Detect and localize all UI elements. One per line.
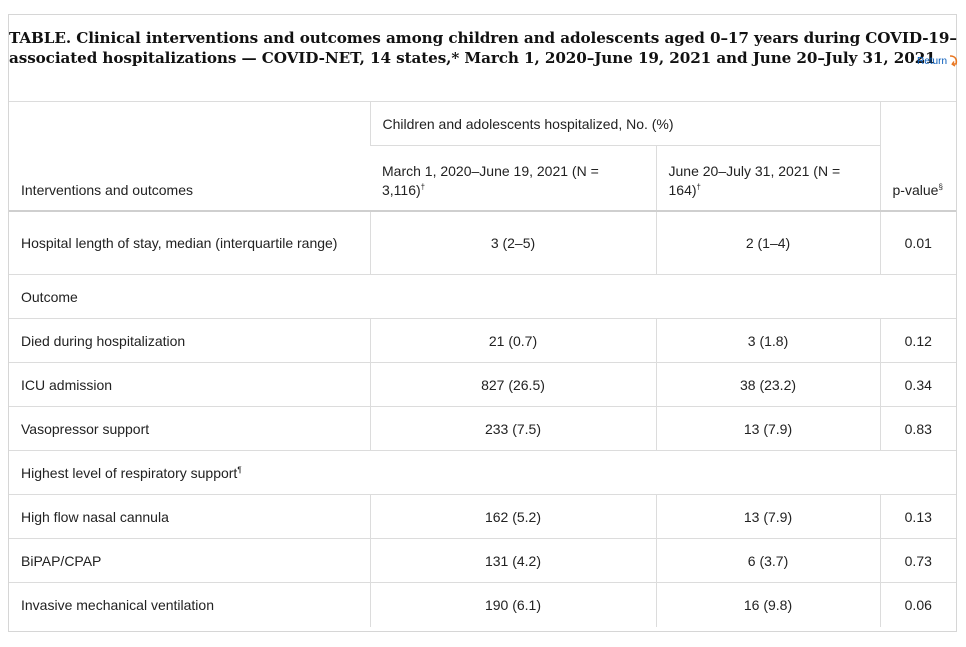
caption-line-2: associated hospitalizations — COVID-NET,… (9, 49, 936, 67)
row-pvalue: 0.83 (879, 406, 957, 451)
row-label: ICU admission (9, 362, 370, 407)
row-pvalue: 0.34 (879, 362, 957, 407)
section-row: Highest level of respiratory support¶ (9, 450, 957, 495)
row-pvalue: 0.01 (879, 209, 957, 275)
table-caption: TABLE. Clinical interventions and outcom… (9, 28, 957, 68)
row-value-period-2: 13 (7.9) (655, 406, 881, 451)
header-period-1: March 1, 2020–June 19, 2021 (N = 3,116)† (370, 145, 656, 211)
return-label[interactable]: Return (917, 55, 948, 67)
table-row: BiPAP/CPAP 131 (4.2) 6 (3.7) 0.73 (9, 538, 957, 583)
row-value-period-1: 3 (2–5) (369, 209, 656, 275)
row-label: Hospital length of stay, median (interqu… (9, 209, 370, 275)
header-period-1-footnote: † (420, 181, 426, 191)
row-pvalue: 0.06 (879, 582, 957, 627)
row-pvalue: 0.73 (879, 538, 957, 583)
header-period-2: June 20–July 31, 2021 (N = 164)† (655, 145, 881, 211)
section-label: Highest level of respiratory support¶ (9, 450, 957, 495)
row-value-period-1: 162 (5.2) (369, 494, 656, 539)
row-value-period-2: 6 (3.7) (655, 538, 881, 583)
header-pvalue: p-value§ (879, 101, 957, 211)
row-value-period-2: 38 (23.2) (655, 362, 881, 407)
row-label: High flow nasal cannula (9, 494, 370, 539)
table-row: High flow nasal cannula 162 (5.2) 13 (7.… (9, 494, 957, 539)
table-row: ICU admission 827 (26.5) 38 (23.2) 0.34 (9, 362, 957, 407)
row-label: Invasive mechanical ventilation (9, 582, 370, 627)
table-row: Died during hospitalization 21 (0.7) 3 (… (9, 318, 957, 363)
row-value-period-1: 233 (7.5) (369, 406, 656, 451)
section-label: Outcome (9, 274, 957, 319)
data-table: Interventions and outcomes Children and … (9, 101, 957, 627)
header-period-2-footnote: † (696, 181, 701, 191)
row-label: Vasopressor support (9, 406, 370, 451)
return-link[interactable]: Return (917, 54, 959, 68)
row-value-period-2: 2 (1–4) (655, 209, 881, 275)
table-row: Vasopressor support 233 (7.5) 13 (7.9) 0… (9, 406, 957, 451)
row-value-period-1: 131 (4.2) (369, 538, 656, 583)
row-value-period-1: 827 (26.5) (369, 362, 656, 407)
row-value-period-1: 21 (0.7) (369, 318, 656, 363)
header-interventions: Interventions and outcomes (9, 101, 370, 211)
row-pvalue: 0.12 (879, 318, 957, 363)
section-row: Outcome (9, 274, 957, 319)
row-label: BiPAP/CPAP (9, 538, 370, 583)
table-row: Invasive mechanical ventilation 190 (6.1… (9, 582, 957, 627)
row-value-period-2: 3 (1.8) (655, 318, 881, 363)
table-container: TABLE. Clinical interventions and outcom… (8, 14, 959, 632)
row-pvalue: 0.13 (879, 494, 957, 539)
row-value-period-1: 190 (6.1) (369, 582, 656, 627)
table-row: Hospital length of stay, median (interqu… (9, 209, 957, 275)
section-footnote: ¶ (237, 464, 242, 474)
row-value-period-2: 16 (9.8) (655, 582, 881, 627)
return-arrow-icon (949, 55, 958, 67)
header-group: Children and adolescents hospitalized, N… (369, 101, 881, 146)
row-value-period-2: 13 (7.9) (655, 494, 881, 539)
header-pvalue-footnote: § (938, 181, 943, 191)
caption-line-1: TABLE. Clinical interventions and outcom… (9, 29, 957, 47)
row-label: Died during hospitalization (9, 318, 370, 363)
